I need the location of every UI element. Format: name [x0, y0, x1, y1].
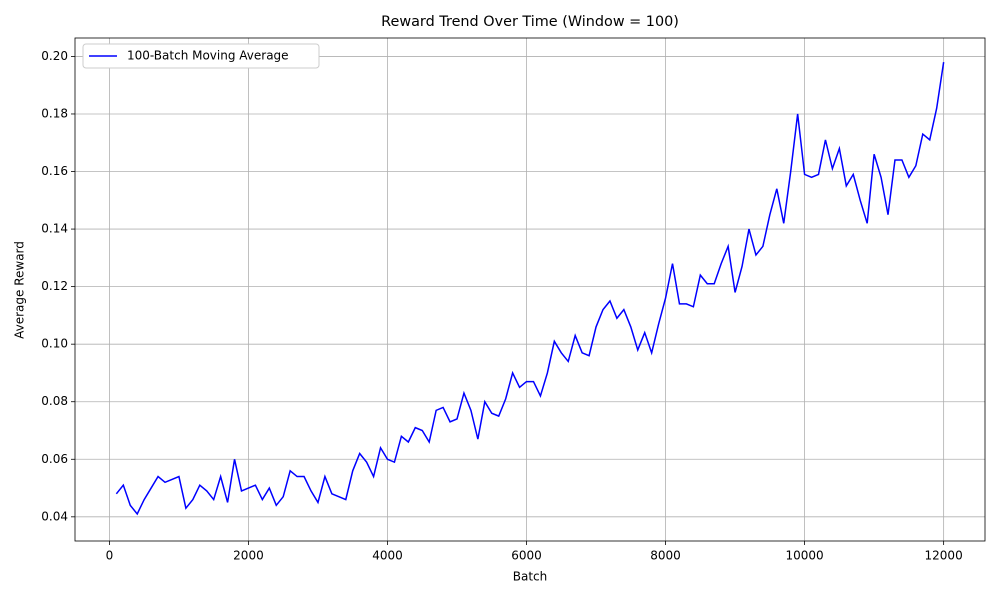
data-line [115, 62, 945, 516]
y-tick-label: 0.10 [41, 337, 68, 351]
legend: 100-Batch Moving Average [82, 43, 320, 69]
x-tick-label: 4000 [372, 549, 403, 563]
y-tick-label: 0.14 [41, 222, 68, 236]
y-tick-label: 0.16 [41, 164, 68, 178]
y-axis-label: Average Reward [13, 241, 27, 339]
y-tick-label: 0.20 [41, 49, 68, 63]
x-tick-label: 0 [106, 549, 114, 563]
x-tick-label: 10000 [786, 549, 824, 563]
chart-title: Reward Trend Over Time (Window = 100) [381, 14, 679, 30]
x-tick-label: 8000 [650, 549, 681, 563]
y-tick-label: 0.06 [41, 452, 68, 466]
y-tick-label: 0.18 [41, 106, 68, 120]
x-tick-label: 2000 [233, 549, 264, 563]
y-tick-label: 0.04 [41, 509, 68, 523]
x-axis-label: Batch [513, 570, 548, 584]
plot-frame [74, 37, 986, 542]
y-tick-label: 0.08 [41, 394, 68, 408]
legend-label: 100-Batch Moving Average [127, 49, 289, 63]
x-tick-label: 6000 [511, 549, 542, 563]
y-tick-label: 0.12 [41, 279, 68, 293]
legend-box [82, 43, 320, 69]
x-tick-label: 12000 [925, 549, 963, 563]
